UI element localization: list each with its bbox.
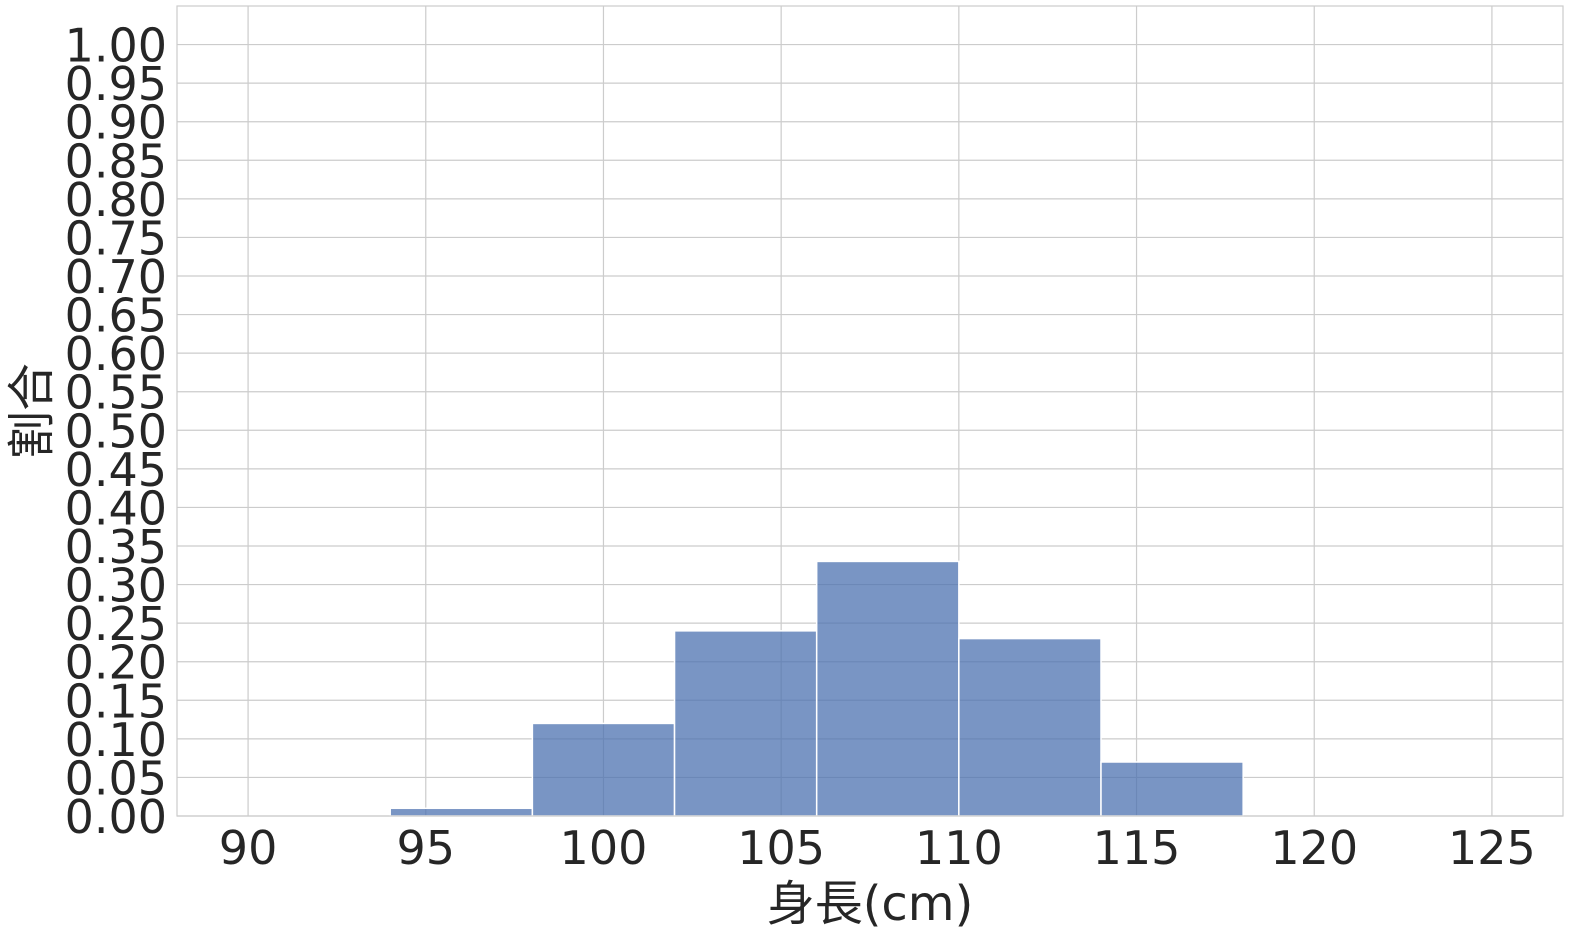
y-tick-labels: 0.000.050.100.150.200.250.300.350.400.45… <box>65 19 167 844</box>
x-tick-label: 90 <box>219 821 278 875</box>
histogram-bar <box>958 637 1102 817</box>
y-tick-label: 0.55 <box>65 366 167 420</box>
y-tick-label: 0.25 <box>65 597 167 651</box>
histogram-bar <box>815 560 960 817</box>
y-tick-label: 0.05 <box>65 751 167 805</box>
y-tick-label: 0.65 <box>65 289 167 343</box>
x-axis-label: 身長(cm) <box>767 876 974 932</box>
histogram-bar <box>389 807 534 817</box>
y-axis-label: 割合 <box>4 363 60 459</box>
y-tick-label: 0.45 <box>65 443 167 497</box>
y-tick-label: 0.20 <box>65 636 167 690</box>
y-tick-label: 0.10 <box>65 713 167 767</box>
y-tick-label: 0.40 <box>65 481 167 535</box>
y-tick-label: 0.80 <box>65 173 167 227</box>
x-tick-label: 110 <box>915 821 1003 875</box>
y-tick-label: 0.60 <box>65 327 167 381</box>
x-tick-label: 105 <box>737 821 825 875</box>
x-tick-label: 95 <box>396 821 455 875</box>
plot-frame <box>176 5 1564 817</box>
histogram-bars <box>389 560 1244 817</box>
y-tick-label: 0.35 <box>65 520 167 574</box>
histogram-bar <box>673 630 818 817</box>
y-tick-label: 0.85 <box>65 134 167 188</box>
histogram-bar <box>1100 761 1244 817</box>
y-tick-label: 0.00 <box>65 790 167 844</box>
y-tick-label: 0.70 <box>65 250 167 304</box>
x-tick-label: 100 <box>560 821 648 875</box>
y-tick-label: 0.90 <box>65 96 167 150</box>
y-tick-label: 0.30 <box>65 559 167 613</box>
y-tick-label: 0.50 <box>65 404 167 458</box>
x-tick-label: 125 <box>1448 821 1536 875</box>
y-tick-label: 0.95 <box>65 57 167 111</box>
x-tick-label: 120 <box>1270 821 1358 875</box>
x-tick-labels: 90 95 100 105 110 115 120 125 <box>219 821 1536 875</box>
histogram-bar <box>531 722 676 817</box>
y-tick-label: 0.15 <box>65 674 167 728</box>
y-tick-label: 0.75 <box>65 211 167 265</box>
y-tick-label: 1.00 <box>65 19 167 73</box>
grid-lines <box>177 6 1563 817</box>
x-tick-label: 115 <box>1093 821 1181 875</box>
